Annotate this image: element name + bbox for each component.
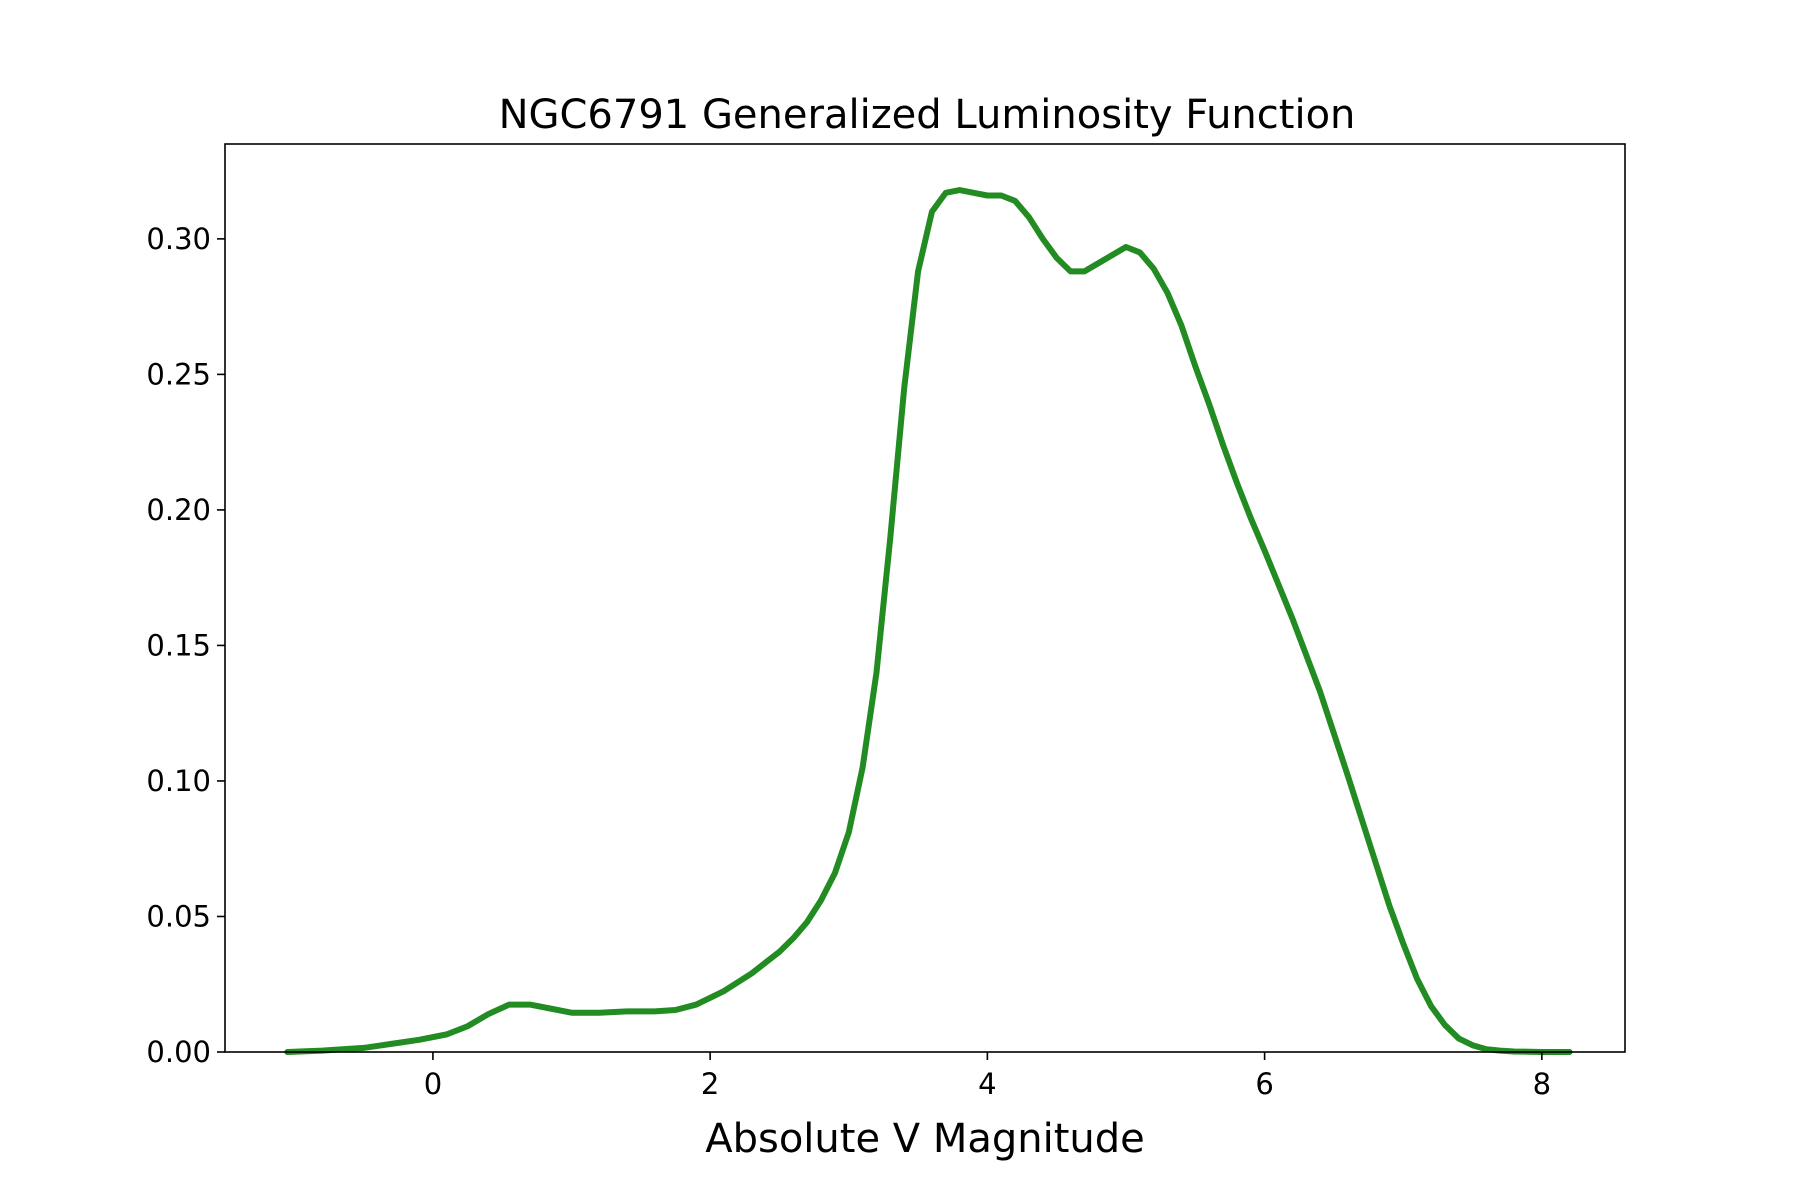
x-tick-label: 4 — [978, 1067, 996, 1101]
y-tick-label: 0.10 — [146, 764, 211, 798]
y-tick-label: 0.00 — [146, 1035, 211, 1069]
x-tick-label: 0 — [424, 1067, 442, 1101]
y-axis: 0.00 0.05 0.10 0.15 0.20 0.25 0.30 — [146, 222, 225, 1069]
x-axis-label: Absolute V Magnitude — [705, 1116, 1145, 1162]
y-tick-label: 0.05 — [146, 899, 211, 933]
x-tick-label: 6 — [1255, 1067, 1273, 1101]
x-tick-label: 8 — [1533, 1067, 1551, 1101]
plot-area — [224, 143, 1626, 1055]
y-tick-label: 0.25 — [146, 357, 211, 391]
y-tick-label: 0.30 — [146, 222, 211, 256]
y-tick-label: 0.20 — [146, 493, 211, 527]
x-axis: 0 2 4 6 8 — [424, 1052, 1551, 1101]
luminosity-curve — [284, 187, 1573, 1055]
axes-frame — [224, 143, 1626, 1053]
x-tick-label: 2 — [701, 1067, 719, 1101]
y-tick-label: 0.15 — [146, 628, 211, 662]
chart-title: NGC6791 Generalized Luminosity Function — [499, 92, 1356, 138]
